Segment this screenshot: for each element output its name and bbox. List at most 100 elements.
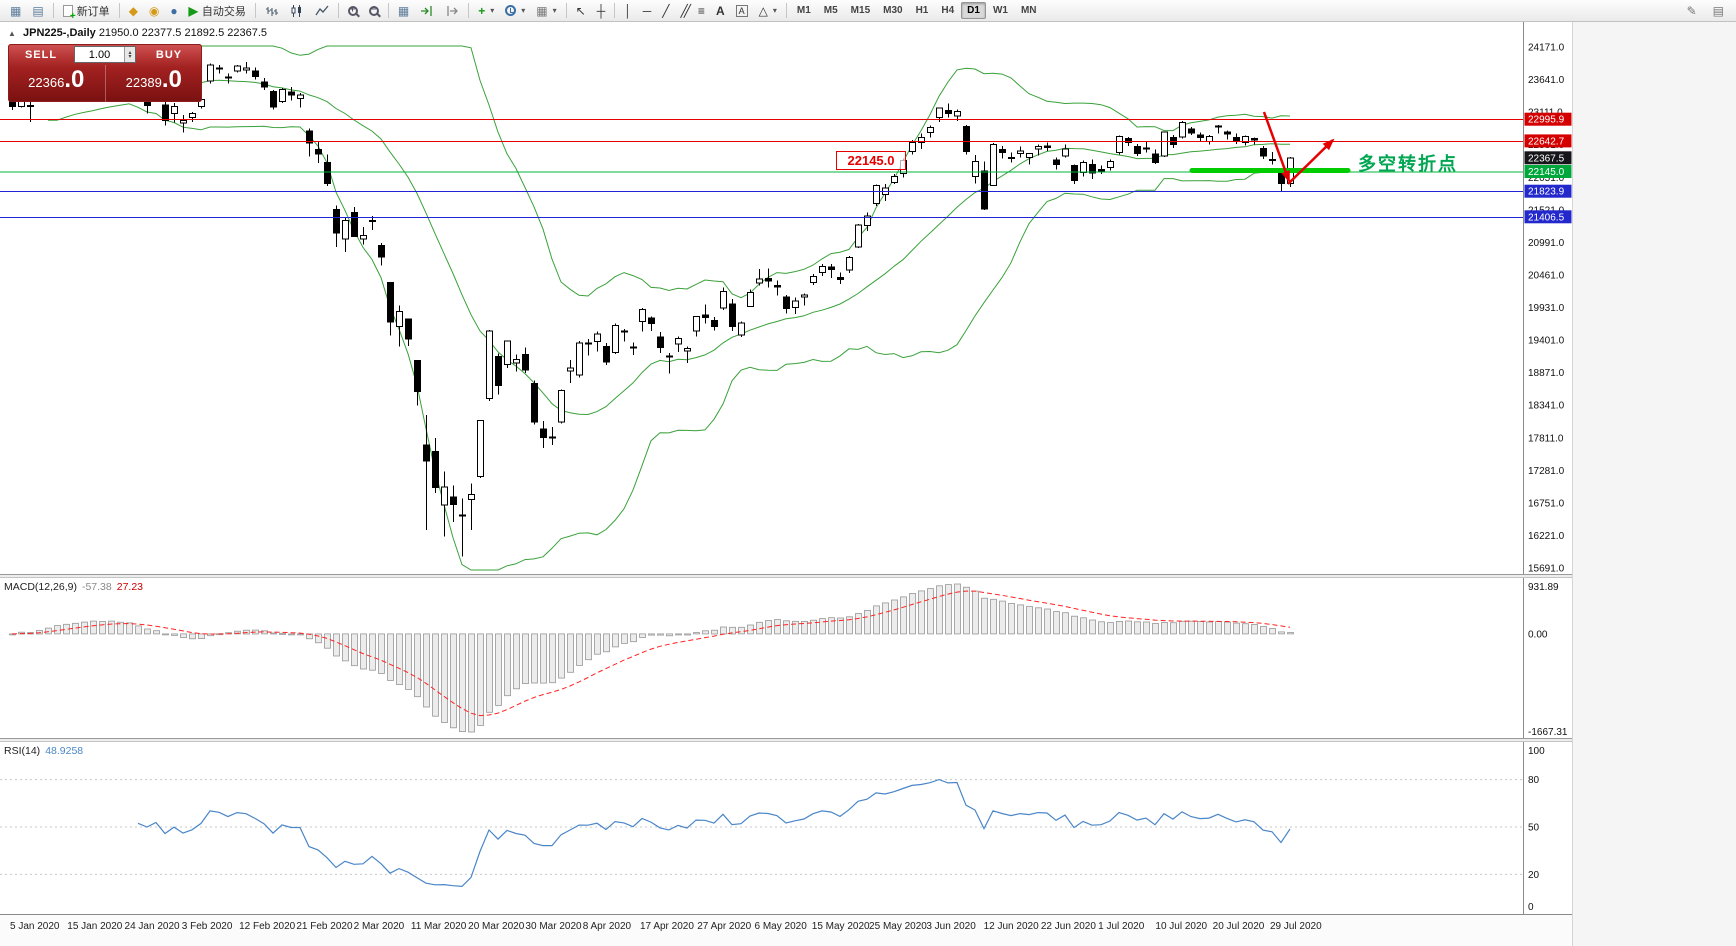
timeframe-m30[interactable]: M30 [877, 2, 908, 19]
price-badge-label: 22367.5 [1528, 153, 1565, 164]
pencil-icon[interactable]: ✎ [1682, 2, 1702, 20]
macd-histogram-bar [720, 626, 727, 635]
timeframe-m5[interactable]: M5 [818, 2, 844, 19]
periods-button[interactable]: ▾ [500, 2, 530, 20]
turning-point-annotation[interactable]: 多空转折点 [1358, 154, 1458, 174]
candle-body [846, 257, 853, 271]
zoom-in-icon[interactable]: + [343, 2, 363, 20]
candle-body [378, 245, 385, 258]
sell-button[interactable]: 22366.0 [8, 65, 106, 102]
macd-histogram-bar [297, 633, 304, 636]
macd-histogram-bar [459, 633, 466, 732]
candle-body [864, 215, 871, 226]
candle-body [144, 101, 151, 107]
volume-input[interactable]: 1.00 ▴ ▾ [74, 46, 136, 63]
one-click-collapse-icon[interactable]: ▲ [8, 29, 16, 38]
candle-body [1107, 161, 1114, 169]
charts-window-icon[interactable]: ▦ [5, 2, 26, 20]
fibonacci-icon[interactable]: ≡ [693, 2, 710, 20]
macd-histogram-bar [702, 630, 709, 635]
timeframe-m1[interactable]: M1 [791, 2, 817, 19]
chart-shift-icon[interactable] [440, 2, 464, 20]
price-badge [1524, 151, 1572, 165]
candle-body [1053, 159, 1060, 165]
spinner-down-icon[interactable]: ▾ [128, 53, 132, 60]
candle-body [279, 89, 286, 103]
candle-body [747, 291, 754, 307]
line-chart-icon[interactable] [310, 2, 334, 20]
candle-body [423, 444, 430, 462]
date-axis[interactable]: 5 Jan 2020 15 Jan 2020 24 Jan 2020 3 Feb 20… [0, 914, 1572, 946]
candle-body [711, 320, 718, 328]
candle-body [963, 125, 970, 152]
panel-icon[interactable]: ▤ [1708, 2, 1729, 20]
autotrade-button[interactable]: ▶ 自动交易 [184, 2, 251, 20]
candle-body [27, 105, 34, 108]
candle-body [1188, 128, 1195, 134]
crosshair-icon[interactable]: ┼ [592, 2, 611, 20]
profiles-icon[interactable]: ▤ [27, 2, 48, 20]
funds-icon[interactable]: ◉ [144, 2, 164, 20]
macd-panel[interactable]: 931.89 0.00 -1667.31 [0, 578, 1572, 738]
rsi-panel[interactable]: 100 80 50 20 0 [0, 742, 1572, 914]
macd-histogram-bar [558, 633, 565, 679]
channel-icon[interactable]: ╱╱ [675, 2, 691, 20]
panel-splitter[interactable] [0, 574, 1572, 578]
macd-histogram-bar [369, 633, 376, 671]
timeframe-d1[interactable]: D1 [961, 2, 986, 19]
candle-body [891, 176, 898, 183]
templates-button[interactable]: ▦ ▾ [531, 2, 561, 20]
price-annotation[interactable]: 22145.0 [836, 151, 906, 170]
candle-body [216, 67, 223, 70]
date-label: 20 Jul 2020 [1212, 921, 1265, 932]
chevron-down-icon: ▾ [490, 6, 495, 15]
candle-body [351, 211, 358, 238]
date-label: 10 Jul 2020 [1155, 921, 1208, 932]
news-icon[interactable]: ● [165, 2, 182, 20]
trend-arrow[interactable] [1262, 111, 1291, 183]
trendline-icon[interactable]: ╱ [657, 2, 674, 20]
timeframe-h4[interactable]: H4 [935, 2, 960, 19]
volume-spinner[interactable]: ▴ ▾ [124, 47, 135, 62]
main-chart[interactable]: 24171.023641.023111.022581.022051.021521… [0, 22, 1572, 574]
text-tool-icon[interactable]: A [711, 2, 730, 20]
new-order-button[interactable]: 新订单 [58, 2, 115, 22]
candle-body [1116, 136, 1123, 154]
macd-histogram-bar [36, 630, 43, 635]
timeframe-m15[interactable]: M15 [845, 2, 876, 19]
candle-body [576, 342, 583, 376]
spinner-up-icon[interactable]: ▴ [128, 49, 132, 56]
panel-splitter[interactable] [0, 738, 1572, 742]
timeframe-mn[interactable]: MN [1015, 2, 1043, 19]
price-scale-label: 16751.0 [1528, 498, 1565, 509]
indicators-button[interactable]: + ▾ [473, 2, 499, 20]
shapes-button[interactable]: △ ▾ [754, 2, 782, 20]
vertical-line-icon[interactable]: │ [619, 2, 637, 20]
text-label-icon[interactable]: A [731, 2, 753, 20]
timeframe-w1[interactable]: W1 [987, 2, 1014, 19]
macd-histogram-bar [603, 633, 610, 653]
candle-body [531, 383, 538, 423]
ohlc-bars-icon[interactable] [260, 2, 284, 20]
candle-body [855, 224, 862, 248]
timeframe-h1[interactable]: H1 [910, 2, 935, 19]
macd-histogram-bar [108, 620, 115, 635]
cursor-icon[interactable]: ↖ [571, 2, 591, 20]
candle-body [702, 314, 709, 318]
candle-body [1197, 134, 1204, 139]
candlestick-icon[interactable] [285, 2, 309, 20]
horizontal-line-icon[interactable]: ─ [638, 2, 657, 20]
date-label: 20 Mar 2020 [468, 921, 525, 932]
trend-arrow[interactable] [1287, 138, 1335, 185]
macd-histogram-bar [405, 633, 412, 690]
candle-body [459, 514, 466, 517]
tile-windows-icon[interactable]: ▦ [393, 2, 414, 20]
zoom-out-icon[interactable]: − [364, 2, 384, 20]
macd-histogram-bar [1134, 621, 1141, 635]
buy-button[interactable]: 22389.0 [125, 66, 182, 93]
price-scale-label: 23641.0 [1528, 75, 1565, 86]
macd-histogram-bar [1197, 621, 1204, 635]
favorites-icon[interactable]: ◆ [124, 2, 143, 20]
auto-scroll-icon[interactable] [415, 2, 439, 20]
candle-body [612, 324, 619, 353]
